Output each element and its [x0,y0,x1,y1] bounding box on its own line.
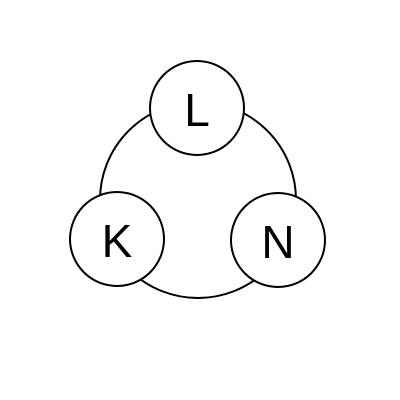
node-n-label: N [261,216,294,268]
node-l-circle [149,60,245,156]
node-k-label: K [102,215,133,267]
node-l: L [149,60,245,156]
node-l-label: L [184,84,210,136]
node-k-circle [69,191,165,287]
node-n-circle [230,192,326,288]
node-n: N [230,192,326,288]
node-k: K [69,191,165,287]
